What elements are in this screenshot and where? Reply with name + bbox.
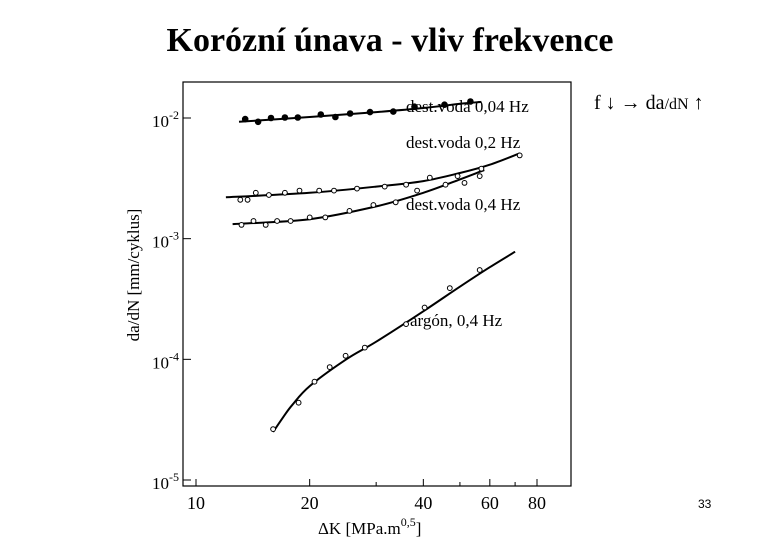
data-point-series-2: [370, 202, 377, 208]
relation-dn: /dN: [664, 96, 689, 113]
series-label-3: argón, 0,4 Hz: [410, 311, 503, 330]
series-label-0: dest.voda 0,04 Hz: [406, 97, 529, 116]
y-tick-base: 10: [152, 112, 169, 131]
x-tick-label: 10: [187, 493, 205, 513]
data-point-series-1: [244, 196, 251, 203]
x-tick-label: 60: [481, 493, 499, 513]
series-label-2: dest.voda 0,4 Hz: [406, 195, 521, 214]
data-point-series-0: [332, 113, 339, 121]
x-axis-label-main: ΔK [MPa.m: [318, 519, 401, 538]
data-point-series-2: [476, 173, 483, 180]
data-point-series-1: [354, 185, 360, 192]
data-point-series-3: [295, 399, 302, 406]
data-point-series-3: [326, 364, 333, 371]
data-point-series-1: [478, 165, 485, 172]
y-tick-exponent: -3: [169, 229, 179, 243]
right-arrow-icon: →: [620, 92, 641, 114]
data-point-series-0: [366, 108, 374, 116]
data-point-series-3: [342, 352, 349, 359]
x-tick-label: 40: [414, 493, 432, 513]
data-point-series-3: [421, 304, 428, 311]
data-point-series-2: [274, 218, 281, 224]
data-point-series-0: [346, 110, 354, 117]
data-point-series-3: [446, 285, 453, 292]
y-tick-exponent: -5: [169, 470, 179, 484]
data-point-series-3: [361, 344, 368, 351]
data-point-series-3: [311, 378, 318, 385]
y-tick-label: 10-2: [152, 108, 179, 131]
data-point-series-3: [270, 426, 277, 433]
data-point-series-2: [414, 187, 421, 194]
y-tick-label: 10-5: [152, 470, 179, 493]
x-axis-label: ΔK [MPa.m0,5]: [318, 515, 421, 538]
data-point-series-0: [317, 111, 325, 118]
plot-frame: [182, 81, 572, 487]
data-point-series-3: [403, 321, 410, 328]
data-point-series-1: [316, 187, 323, 194]
data-point-series-0: [254, 118, 262, 126]
data-point-series-2: [392, 199, 399, 206]
data-point-series-3: [476, 267, 483, 273]
data-point-series-1: [282, 189, 288, 196]
data-point-series-1: [381, 183, 388, 190]
down-arrow-icon: ↓: [605, 92, 616, 114]
data-point-series-0: [411, 103, 418, 110]
data-point-series-2: [262, 222, 269, 228]
x-axis-label-end: ]: [416, 519, 422, 538]
data-point-series-2: [442, 181, 449, 188]
data-point-series-2: [250, 218, 257, 224]
data-point-series-2: [306, 214, 313, 221]
page-number: 33: [698, 497, 712, 511]
series-label-1: dest.voda 0,2 Hz: [406, 133, 521, 152]
data-point-series-1: [426, 174, 433, 181]
series-curve-1: [225, 152, 521, 199]
y-tick-exponent: -4: [169, 349, 179, 363]
x-axis-label-exponent: 0,5: [401, 515, 416, 529]
data-point-series-1: [296, 187, 303, 194]
y-tick-base: 10: [152, 474, 169, 493]
data-point-series-2: [238, 222, 245, 228]
data-point-series-0: [267, 114, 275, 122]
frequency-relation: f ↓ → da/dN ↑: [594, 92, 704, 115]
data-point-series-0: [294, 114, 302, 121]
data-point-series-2: [346, 208, 353, 214]
data-point-series-1: [252, 189, 259, 196]
y-axis-label: da/dN [mm/cyklus]: [124, 209, 143, 342]
y-tick-base: 10: [152, 353, 169, 372]
relation-da: da: [645, 92, 665, 114]
series-curve-3: [272, 250, 516, 433]
y-tick-label: 10-3: [152, 229, 179, 252]
data-point-series-0: [390, 108, 397, 115]
data-point-series-2: [287, 218, 294, 224]
slide-title: Korózní únava - vliv frekvence: [166, 22, 614, 59]
data-point-series-2: [461, 180, 468, 186]
up-arrow-icon: ↑: [693, 92, 704, 114]
x-tick-label: 20: [301, 493, 319, 513]
data-point-series-0: [281, 114, 289, 121]
data-point-series-1: [237, 196, 244, 203]
data-point-series-0: [441, 101, 448, 108]
data-point-series-0: [241, 115, 249, 123]
relation-f: f: [594, 92, 601, 114]
y-tick-exponent: -2: [169, 108, 179, 122]
point-layer: [237, 98, 523, 433]
data-point-series-1: [454, 173, 461, 180]
y-tick-label: 10-4: [152, 349, 179, 372]
y-tick-base: 10: [152, 233, 169, 252]
data-point-series-2: [322, 214, 329, 221]
x-tick-label: 80: [528, 493, 546, 513]
data-point-series-1: [403, 181, 410, 188]
data-point-series-1: [331, 187, 337, 194]
data-point-series-0: [467, 98, 474, 105]
data-point-series-1: [516, 152, 523, 159]
data-point-series-1: [266, 192, 272, 198]
